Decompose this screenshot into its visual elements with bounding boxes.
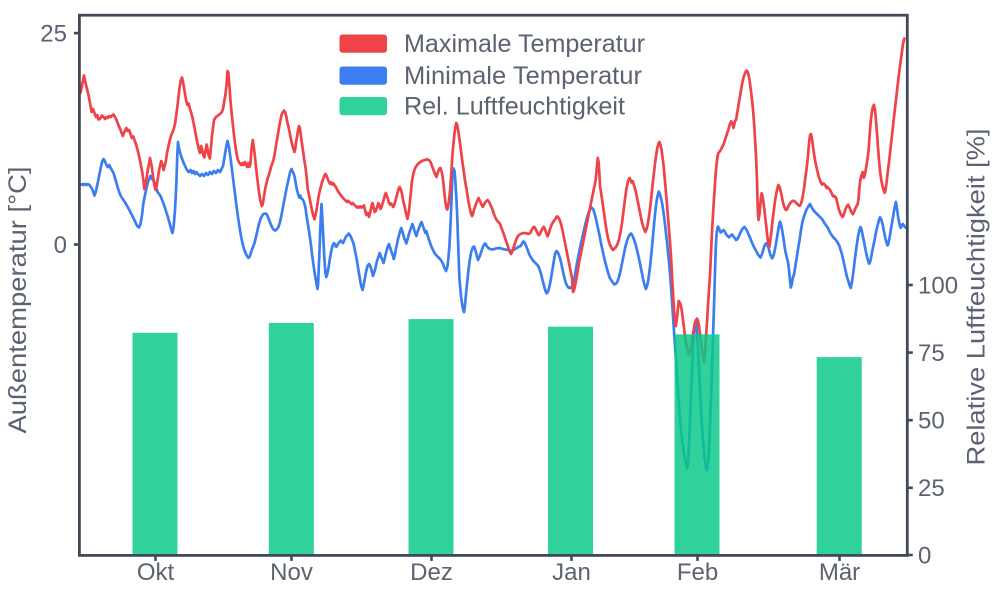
svg-text:Rel. Luftfeuchtigkeit: Rel. Luftfeuchtigkeit	[404, 92, 625, 120]
svg-text:Nov: Nov	[270, 559, 313, 586]
svg-text:0: 0	[54, 232, 67, 259]
svg-text:0: 0	[918, 542, 931, 569]
svg-text:50: 50	[918, 408, 945, 435]
svg-text:Außentemperatur [°C]: Außentemperatur [°C]	[4, 167, 32, 434]
svg-text:Minimale Temperatur: Minimale Temperatur	[404, 62, 642, 90]
svg-text:25: 25	[918, 475, 945, 502]
svg-text:Okt: Okt	[137, 559, 175, 586]
svg-text:Jan: Jan	[552, 559, 591, 586]
svg-text:25: 25	[40, 21, 67, 48]
svg-text:Maximale Temperatur: Maximale Temperatur	[404, 30, 645, 58]
svg-text:Relative Luftfeuchtigkeit [%]: Relative Luftfeuchtigkeit [%]	[963, 129, 991, 466]
svg-text:Mär: Mär	[819, 559, 860, 586]
svg-text:Feb: Feb	[677, 559, 718, 586]
svg-text:100: 100	[918, 272, 958, 299]
svg-text:75: 75	[918, 340, 945, 367]
svg-text:Dez: Dez	[410, 559, 453, 586]
